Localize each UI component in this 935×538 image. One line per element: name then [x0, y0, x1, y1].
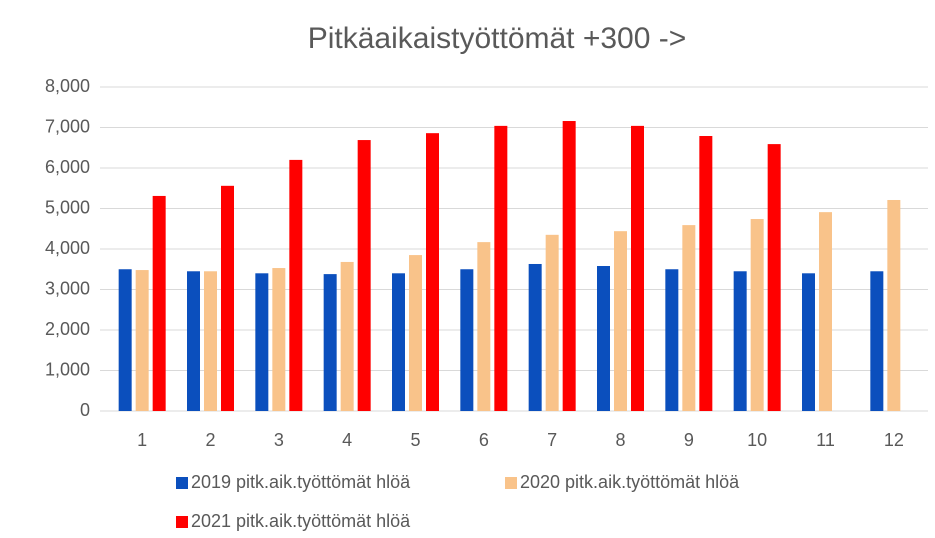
bar — [699, 136, 713, 411]
bar — [597, 266, 610, 411]
bar — [545, 234, 559, 411]
legend-swatch — [176, 477, 188, 489]
x-tick-label: 9 — [684, 430, 694, 450]
legend-label: 2020 pitk.aik.työttömät hlöä — [520, 472, 740, 492]
y-tick-label: 8,000 — [45, 76, 90, 96]
chart-title: Pitkäaikaistyöttömät +300 -> — [308, 22, 687, 55]
y-tick-label: 5,000 — [45, 197, 90, 217]
bar — [460, 269, 474, 411]
bar — [255, 273, 269, 411]
x-tick-label: 10 — [747, 430, 767, 450]
bar — [819, 212, 832, 411]
x-tick-label: 3 — [274, 430, 284, 450]
y-tick-label: 2,000 — [45, 319, 90, 339]
bar — [118, 269, 132, 411]
legend-label: 2021 pitk.aik.työttömät hlöä — [191, 511, 411, 531]
bar — [562, 121, 576, 412]
x-tick-label: 12 — [884, 430, 904, 450]
x-tick-label: 1 — [137, 430, 147, 450]
bar — [870, 271, 884, 411]
bar — [289, 159, 303, 411]
bar — [426, 133, 439, 412]
bar — [392, 273, 405, 411]
x-tick-label: 7 — [547, 430, 557, 450]
bar — [614, 231, 627, 411]
bar — [272, 268, 286, 411]
legend-swatch — [176, 516, 188, 528]
bar — [340, 261, 354, 411]
x-tick-label: 4 — [342, 430, 352, 450]
x-tick-label: 6 — [479, 430, 489, 450]
x-tick-label: 11 — [816, 430, 835, 450]
bar — [135, 270, 149, 411]
bar — [152, 195, 166, 411]
bar — [477, 242, 491, 411]
bar — [665, 269, 679, 411]
bar — [528, 263, 542, 411]
bar — [221, 185, 234, 411]
bar — [767, 144, 781, 412]
legend-label: 2019 pitk.aik.työttömät hlöä — [191, 472, 411, 492]
bar — [887, 199, 901, 411]
x-tick-label: 2 — [205, 430, 215, 450]
bar — [357, 140, 371, 411]
bar — [631, 125, 644, 411]
y-tick-label: 1,000 — [45, 359, 90, 379]
x-tick-label: 5 — [410, 430, 420, 450]
y-tick-label: 4,000 — [45, 238, 90, 258]
y-tick-label: 7,000 — [45, 116, 90, 136]
x-tick-label: 8 — [615, 430, 625, 450]
bar — [494, 125, 508, 411]
bar — [750, 219, 764, 411]
y-tick-label: 0 — [80, 400, 90, 420]
bar — [323, 274, 337, 411]
bar — [204, 271, 217, 411]
bar — [733, 271, 747, 411]
bar — [682, 225, 696, 411]
bar — [802, 273, 815, 411]
bar — [187, 271, 200, 411]
bar — [409, 255, 422, 411]
legend-swatch — [505, 477, 517, 489]
y-tick-label: 6,000 — [45, 157, 90, 177]
y-tick-label: 3,000 — [45, 278, 90, 298]
